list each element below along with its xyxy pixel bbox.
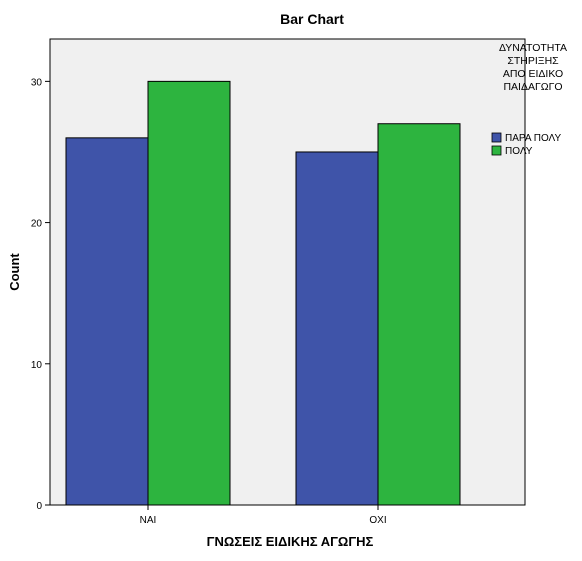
legend-title-line-2: ΑΠΟ ΕΙΔΙΚΟ	[503, 68, 563, 80]
y-axis-label: Count	[7, 253, 22, 291]
legend-swatch-1	[491, 132, 502, 143]
x-tick-label-1: ΟΧΙ	[369, 515, 386, 526]
legend-title-line-0: ΔΥΝΑΤΟΤΗΤΑ	[499, 42, 567, 54]
y-tick-label-0: 0	[36, 501, 42, 512]
legend-title-line-3: ΠΑΙΔΑΓΩΓΟ	[503, 81, 562, 93]
bars-layer	[65, 80, 461, 506]
chart-title: Bar Chart	[280, 11, 344, 27]
legend-title-line-1: ΣΤΗΡΙΞΗΣ	[507, 55, 559, 67]
legend-swatch-2	[491, 145, 502, 156]
y-tick-label-2: 20	[31, 219, 43, 230]
axes-layer: 0 10 20 30 ΝΑΙ ΟΧΙ	[31, 77, 387, 526]
legend-label-1: ΠΑΡΑ ΠΟΛΥ	[505, 133, 561, 144]
bar-2-2	[377, 123, 461, 506]
bar-1-1	[65, 137, 149, 506]
bar-1-2	[147, 80, 231, 506]
x-tick-label-0: ΝΑΙ	[140, 515, 157, 526]
bar-2-1	[295, 151, 379, 506]
y-tick-label-3: 30	[31, 77, 43, 88]
legend-label-2: ΠΟΛΥ	[505, 146, 533, 157]
legend-items: ΠΑΡΑ ΠΟΛΥ ΠΟΛΥ	[491, 132, 561, 157]
x-axis-label: ΓΝΩΣΕΙΣ ΕΙΔΙΚΗΣ ΑΓΩΓΗΣ	[207, 534, 374, 549]
y-tick-label-1: 10	[31, 360, 43, 371]
